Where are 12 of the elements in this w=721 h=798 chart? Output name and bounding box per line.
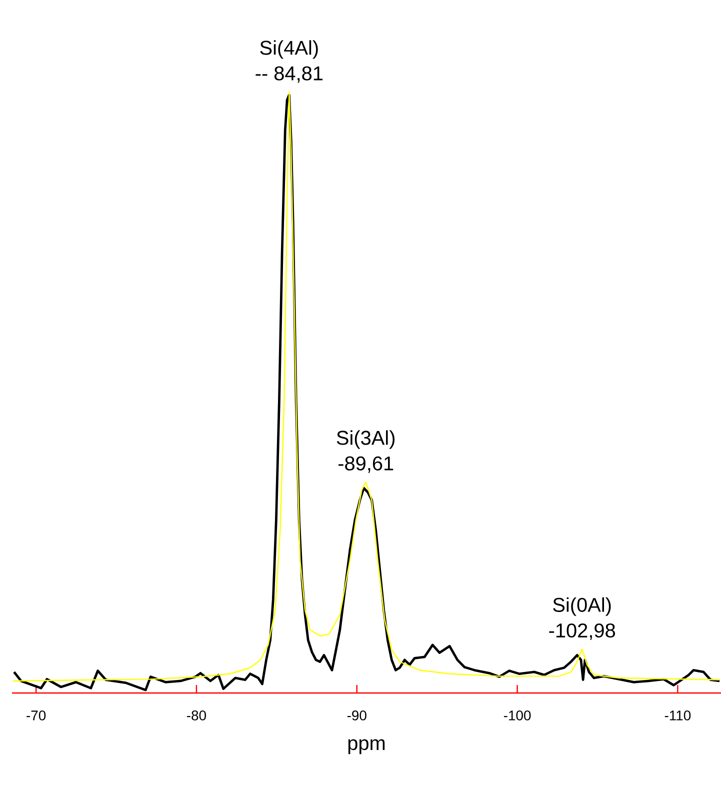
x-axis-title: ppm [348, 739, 385, 754]
annotation: Si(0Al) [553, 597, 611, 616]
annotation: -- 84,81 [256, 66, 323, 83]
annotation: -89,61 [338, 456, 394, 473]
annotation: -102,98 [549, 623, 615, 640]
x-tick-label: -70 [26, 710, 46, 720]
annotation: Si(3Al) [336, 430, 395, 449]
annotation: Si(4Al) [260, 40, 318, 59]
x-tick-label: -100 [504, 710, 531, 720]
x-tick-label: -110 [664, 710, 691, 720]
x-tick-label: -90 [347, 710, 366, 720]
x-tick-label: -80 [187, 710, 206, 720]
